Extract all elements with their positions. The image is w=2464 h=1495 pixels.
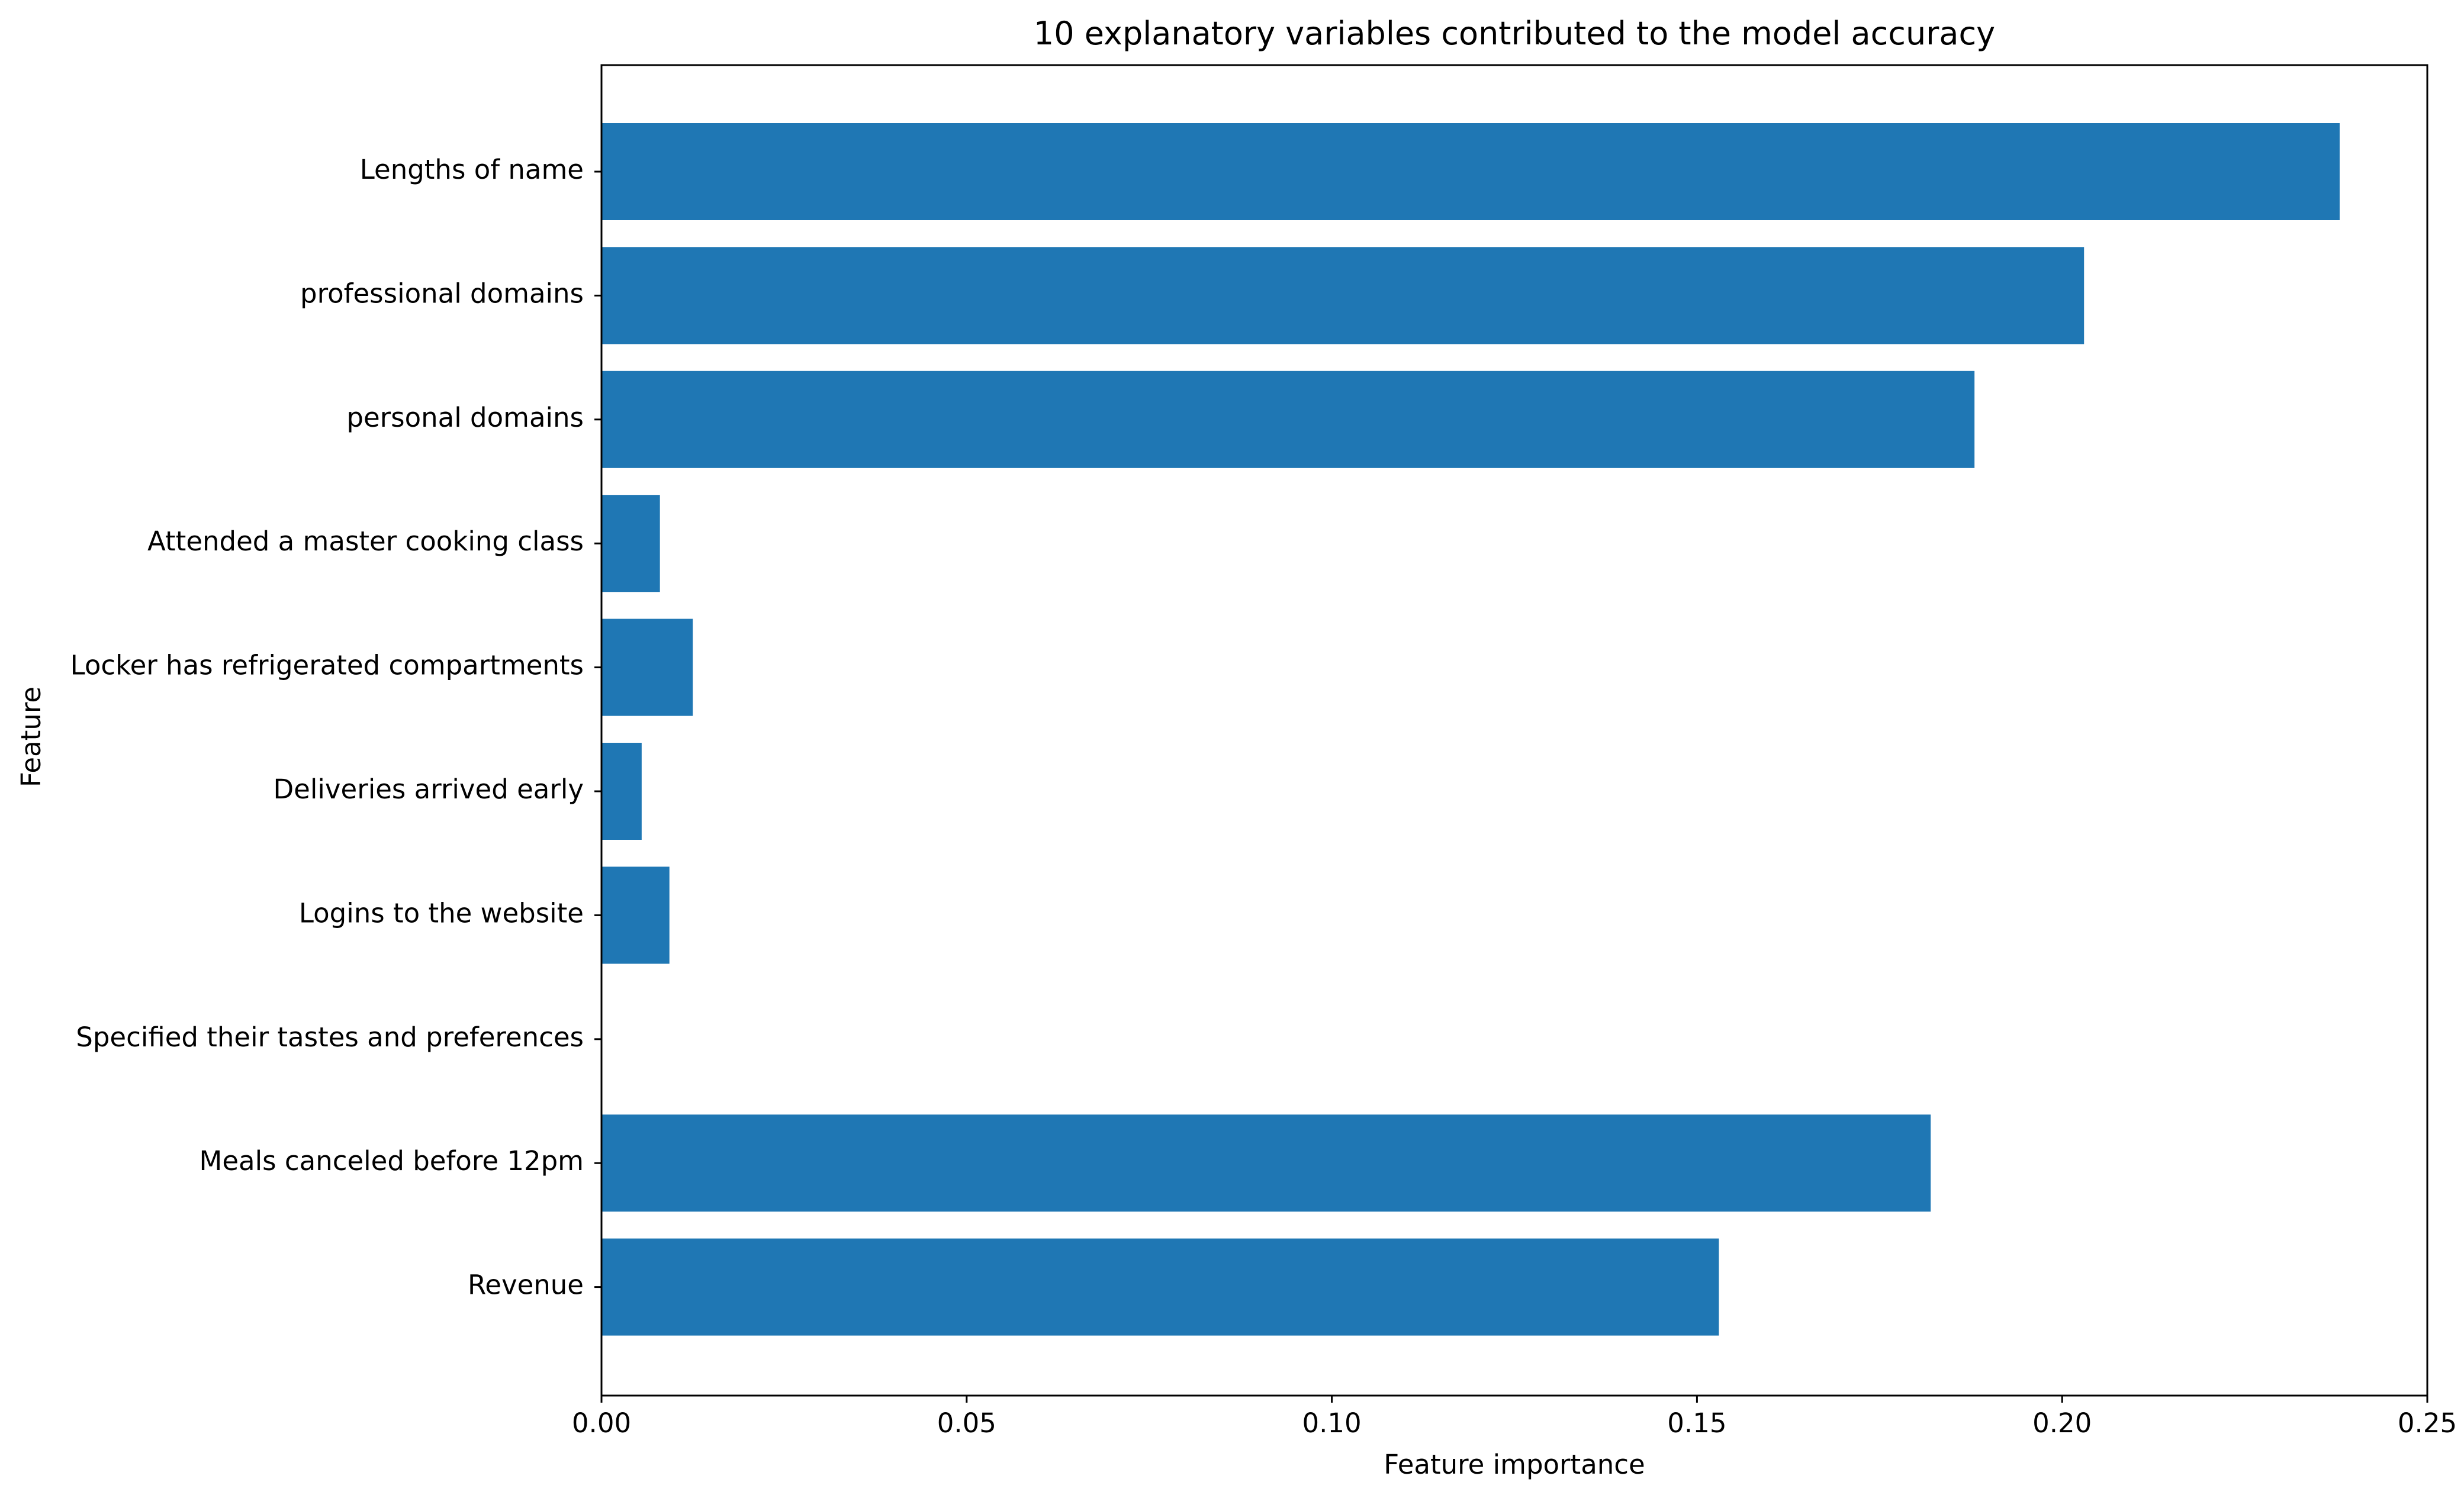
bar bbox=[601, 123, 2340, 220]
bar bbox=[601, 743, 642, 840]
y-tick-label: Attended a master cooking class bbox=[147, 526, 584, 557]
y-tick-label: Revenue bbox=[468, 1270, 584, 1301]
x-tick-label: 0.15 bbox=[1667, 1407, 1726, 1439]
y-axis-label: Feature bbox=[15, 687, 47, 787]
bar bbox=[601, 370, 1975, 468]
bar bbox=[601, 1238, 1719, 1336]
y-tick-label: Locker has refrigerated compartments bbox=[70, 650, 584, 681]
bar bbox=[601, 247, 2085, 344]
bar bbox=[601, 866, 670, 964]
y-tick-layer: Lengths of name professional domains perso… bbox=[70, 154, 601, 1301]
y-tick-label: Logins to the website bbox=[299, 897, 584, 929]
x-tick-label: 0.20 bbox=[2032, 1407, 2092, 1439]
y-tick-label: professional domains bbox=[300, 278, 584, 309]
x-tick-layer: 0.00 0.05 0.10 0.15 0.20 0.25 bbox=[572, 1396, 2457, 1439]
x-tick-label: 0.05 bbox=[937, 1407, 996, 1439]
x-axis-label: Feature importance bbox=[1384, 1449, 1645, 1480]
y-tick-label: personal domains bbox=[346, 402, 584, 433]
plot-frame bbox=[600, 64, 2428, 1397]
chart-title: 10 explanatory variables contributed to … bbox=[1034, 15, 1995, 52]
y-tick-label: Deliveries arrived early bbox=[274, 774, 584, 805]
y-tick-label: Specified their tastes and preferences bbox=[76, 1022, 584, 1053]
x-tick-label: 0.25 bbox=[2398, 1407, 2457, 1439]
x-tick-label: 0.00 bbox=[572, 1407, 631, 1439]
y-tick-label: Meals canceled before 12pm bbox=[200, 1145, 584, 1177]
y-tick-label: Lengths of name bbox=[360, 154, 584, 185]
bar bbox=[601, 1114, 1931, 1212]
bar bbox=[601, 618, 693, 716]
x-tick-label: 0.10 bbox=[1302, 1407, 1361, 1439]
bars-layer bbox=[601, 123, 2340, 1336]
bar bbox=[601, 495, 660, 592]
